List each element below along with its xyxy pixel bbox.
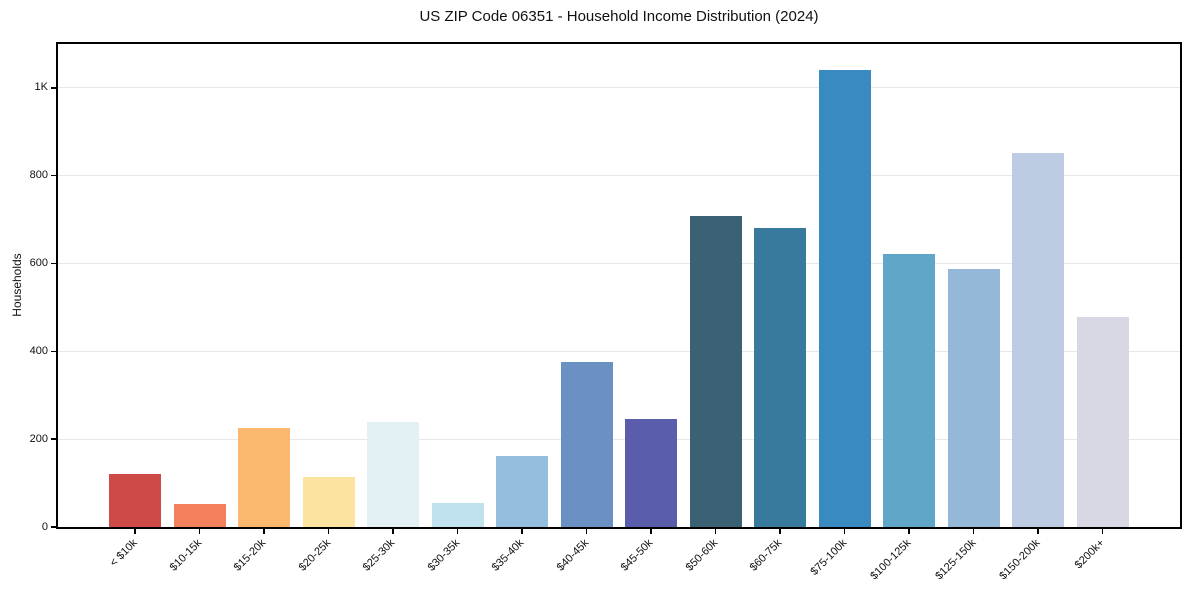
x-tick-mark [521, 527, 523, 534]
x-tick-mark [1037, 527, 1039, 534]
y-axis-label: Households [10, 253, 24, 317]
bar-45-50k [625, 419, 677, 527]
x-tick-label: $35-40k [489, 537, 527, 574]
bar-100-125k [883, 254, 935, 527]
x-tick-mark [392, 527, 394, 534]
x-tick-label: $45-50k [618, 537, 656, 574]
gridline-y-800 [58, 175, 1180, 177]
bar-15-20k [238, 428, 290, 527]
x-tick-label: < $10k [107, 537, 140, 570]
x-tick-label: $25-30k [360, 537, 398, 574]
bar-75-100k [818, 70, 871, 527]
y-tick-label-600: 600 [29, 257, 48, 270]
bar-125-150k [947, 269, 1000, 527]
x-tick-label: $75-100k [808, 537, 849, 578]
x-tick-label: $200k+ [1072, 537, 1107, 572]
x-tick-mark [714, 527, 717, 534]
x-tick-label: $20-25k [296, 537, 333, 574]
y-tick-label-400: 400 [29, 344, 48, 357]
y-tick-label-1K: 1K [34, 81, 48, 94]
x-tick-mark [456, 527, 459, 534]
x-tick-mark [263, 527, 265, 534]
bar-25-30k [367, 421, 419, 527]
bar-40-45k [560, 362, 613, 527]
gridline-y-1000 [58, 87, 1180, 89]
bar-10k [109, 474, 161, 527]
x-tick-mark [972, 527, 975, 534]
y-tick-mark [51, 262, 58, 265]
x-tick-mark [1101, 527, 1104, 534]
y-tick-label-0: 0 [41, 520, 48, 533]
bar-10-15k [173, 504, 226, 527]
y-tick-mark [51, 350, 58, 353]
y-tick-mark [51, 438, 58, 440]
chart-title: US ZIP Code 06351 - Household Income Dis… [419, 8, 819, 25]
gridline-y-600 [58, 263, 1180, 265]
bar-60-75k [754, 227, 806, 527]
bar-30-35k [431, 503, 484, 527]
bar-200k [1076, 317, 1129, 527]
x-tick-label: $100-125k [868, 537, 914, 583]
y-tick-label-200: 200 [29, 432, 48, 445]
x-tick-mark [327, 527, 330, 534]
x-tick-mark [585, 527, 588, 534]
bar-50-60k [689, 216, 742, 527]
plot-area: 0 200 400 600 800 1K < $10k $10-15k $15-20k $20-2… [30, 42, 1182, 582]
gridline-y-200 [58, 438, 1180, 440]
x-tick-mark [843, 527, 846, 534]
x-tick-label: $10-15k [167, 537, 204, 574]
bar-20-25k [302, 477, 355, 527]
x-tick-label: $15-20k [231, 537, 269, 574]
bar-150-200k [1012, 152, 1064, 527]
x-tick-label: $50-60k [683, 537, 720, 574]
x-tick-label: $40-45k [554, 537, 591, 574]
x-tick-mark [908, 527, 910, 534]
x-tick-label: $150-200k [997, 537, 1043, 583]
y-tick-mark [51, 174, 58, 177]
bar-35-40k [496, 456, 548, 527]
x-tick-label: $30-35k [425, 537, 462, 574]
x-tick-mark [650, 527, 652, 534]
y-tick-label-800: 800 [29, 169, 48, 182]
x-tick-mark [198, 527, 201, 534]
x-tick-label: $60-75k [747, 537, 785, 574]
y-tick-mark [51, 87, 58, 89]
x-tick-mark [134, 527, 136, 534]
gridline-y-400 [58, 350, 1180, 352]
x-tick-mark [779, 527, 781, 534]
x-tick-label: $125-150k [932, 537, 978, 583]
y-tick-mark [51, 526, 58, 528]
